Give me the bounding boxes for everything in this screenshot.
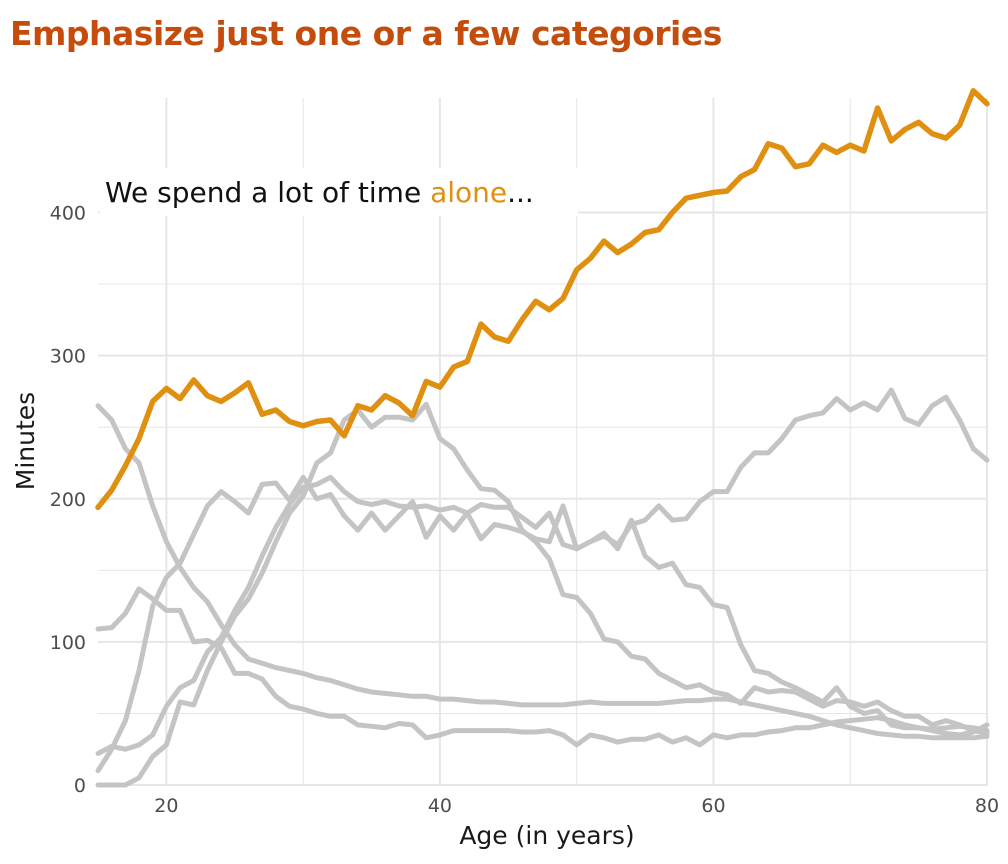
series-line-5 bbox=[95, 474, 990, 756]
annotation-highlight: alone bbox=[430, 176, 507, 209]
y-tick-label: 400 bbox=[50, 203, 86, 225]
x-tick-label: 20 bbox=[154, 795, 178, 817]
series-line-1 bbox=[95, 403, 990, 741]
y-tick-label: 100 bbox=[50, 632, 86, 654]
y-tick-label: 0 bbox=[74, 775, 86, 797]
series-line-3 bbox=[95, 387, 990, 774]
annotation-text: We spend a lot of time alone... bbox=[105, 176, 534, 209]
series-line-2 bbox=[95, 586, 990, 748]
annotation-text-start: We spend a lot of time bbox=[105, 176, 430, 209]
y-axis-title: Minutes bbox=[11, 392, 40, 490]
chart-title: Emphasize just one or a few categories bbox=[10, 14, 722, 53]
y-tick-label: 300 bbox=[50, 346, 86, 368]
annotation: We spend a lot of time alone... bbox=[100, 168, 578, 216]
axis-ticks: 0 100 200 300 400 20 40 60 80 bbox=[50, 203, 999, 818]
series-lines bbox=[95, 88, 990, 788]
annotation-text-end: ... bbox=[507, 176, 534, 209]
series-line-4 bbox=[95, 401, 990, 788]
x-tick-label: 80 bbox=[975, 795, 999, 817]
annotation-background bbox=[100, 168, 578, 216]
series-line-highlight bbox=[95, 88, 990, 511]
x-tick-label: 40 bbox=[428, 795, 452, 817]
y-tick-label: 200 bbox=[50, 489, 86, 511]
x-tick-label: 60 bbox=[701, 795, 725, 817]
x-axis-title: Age (in years) bbox=[459, 821, 634, 850]
